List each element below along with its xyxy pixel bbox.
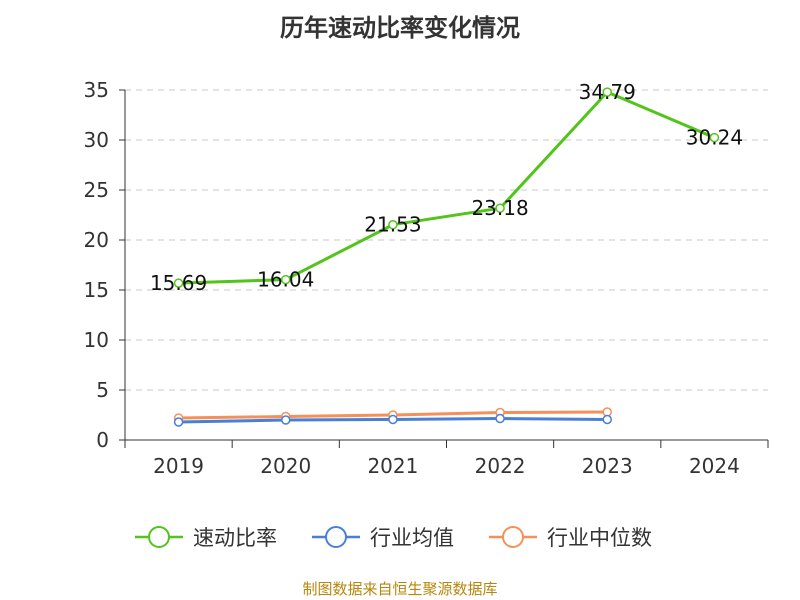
data-label: 34.79 — [579, 80, 636, 104]
grid-lines — [125, 89, 768, 391]
source-note: 制图数据来自恒生聚源数据库 — [302, 580, 498, 598]
y-tick-label: 20 — [84, 228, 109, 252]
y-tick-label: 10 — [84, 328, 109, 352]
data-point — [388, 414, 398, 425]
x-tick-label: 2021 — [367, 454, 418, 478]
data-point — [388, 219, 398, 230]
data-label: 30.24 — [686, 126, 743, 150]
data-point — [495, 413, 505, 424]
data-point — [173, 278, 184, 288]
data-point — [281, 415, 291, 425]
data-label: 21.53 — [364, 213, 421, 237]
legend-label: 行业均值 — [370, 526, 454, 550]
x-tick-label: 2022 — [475, 454, 526, 478]
y-tick-label: 35 — [84, 78, 109, 102]
legend[interactable]: 速动比率 行业均值 行业中位数 — [135, 526, 652, 550]
data-point — [173, 417, 184, 427]
data-point — [602, 87, 612, 97]
x-tick-label: 2020 — [260, 454, 311, 478]
legend-marker — [502, 526, 524, 548]
y-tick-label: 15 — [84, 278, 109, 302]
legend-marker — [148, 526, 170, 548]
legend-marker — [325, 526, 347, 548]
legend-label: 速动比率 — [193, 526, 277, 550]
y-tick-label: 25 — [84, 178, 109, 202]
y-tick-label: 5 — [96, 378, 109, 402]
x-tick-label: 2019 — [153, 454, 204, 478]
y-tick-label: 0 — [96, 428, 109, 452]
y-tick-label: 30 — [84, 128, 109, 152]
axes: 0 5 10 15 20 25 30 35 2019 2020 2021 2022 2023 2024 — [84, 78, 769, 478]
data-point — [709, 132, 720, 143]
x-tick-label: 2024 — [689, 454, 740, 478]
data-point — [281, 274, 291, 285]
chart-title: 历年速动比率变化情况 — [280, 14, 520, 42]
legend-label: 行业中位数 — [547, 526, 652, 550]
data-label: 15.69 — [150, 271, 207, 295]
data-label: 23.18 — [471, 196, 528, 220]
legend-item[interactable]: 速动比率 — [135, 526, 277, 550]
legend-item[interactable]: 行业均值 — [312, 526, 454, 550]
data-point — [495, 203, 505, 213]
x-tick-label: 2023 — [582, 454, 633, 478]
data-point — [602, 414, 612, 425]
data-labels: 15.69 16.04 21.53 23.18 34.79 30.24 — [150, 80, 743, 295]
legend-item[interactable]: 行业中位数 — [489, 526, 652, 550]
series-line — [178, 90, 716, 285]
data-label: 16.04 — [257, 268, 314, 292]
series-lines — [173, 87, 720, 427]
